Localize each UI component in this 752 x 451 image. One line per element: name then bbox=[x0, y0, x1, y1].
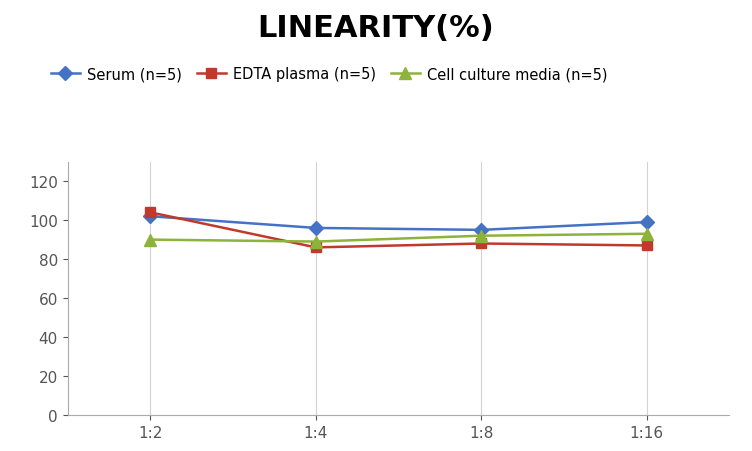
Serum (n=5) bbox=[477, 228, 486, 233]
Cell culture media (n=5) bbox=[146, 237, 155, 243]
EDTA plasma (n=5) bbox=[477, 241, 486, 247]
Line: Cell culture media (n=5): Cell culture media (n=5) bbox=[145, 229, 652, 248]
Line: EDTA plasma (n=5): EDTA plasma (n=5) bbox=[146, 208, 651, 253]
Serum (n=5) bbox=[642, 220, 651, 226]
EDTA plasma (n=5) bbox=[642, 243, 651, 249]
Cell culture media (n=5) bbox=[311, 239, 320, 245]
Cell culture media (n=5) bbox=[642, 231, 651, 237]
EDTA plasma (n=5) bbox=[311, 245, 320, 251]
Serum (n=5) bbox=[311, 226, 320, 231]
Text: LINEARITY(%): LINEARITY(%) bbox=[258, 14, 494, 42]
Serum (n=5) bbox=[146, 214, 155, 220]
Legend: Serum (n=5), EDTA plasma (n=5), Cell culture media (n=5): Serum (n=5), EDTA plasma (n=5), Cell cul… bbox=[45, 61, 614, 88]
Cell culture media (n=5) bbox=[477, 234, 486, 239]
Line: Serum (n=5): Serum (n=5) bbox=[146, 212, 651, 235]
EDTA plasma (n=5) bbox=[146, 210, 155, 216]
